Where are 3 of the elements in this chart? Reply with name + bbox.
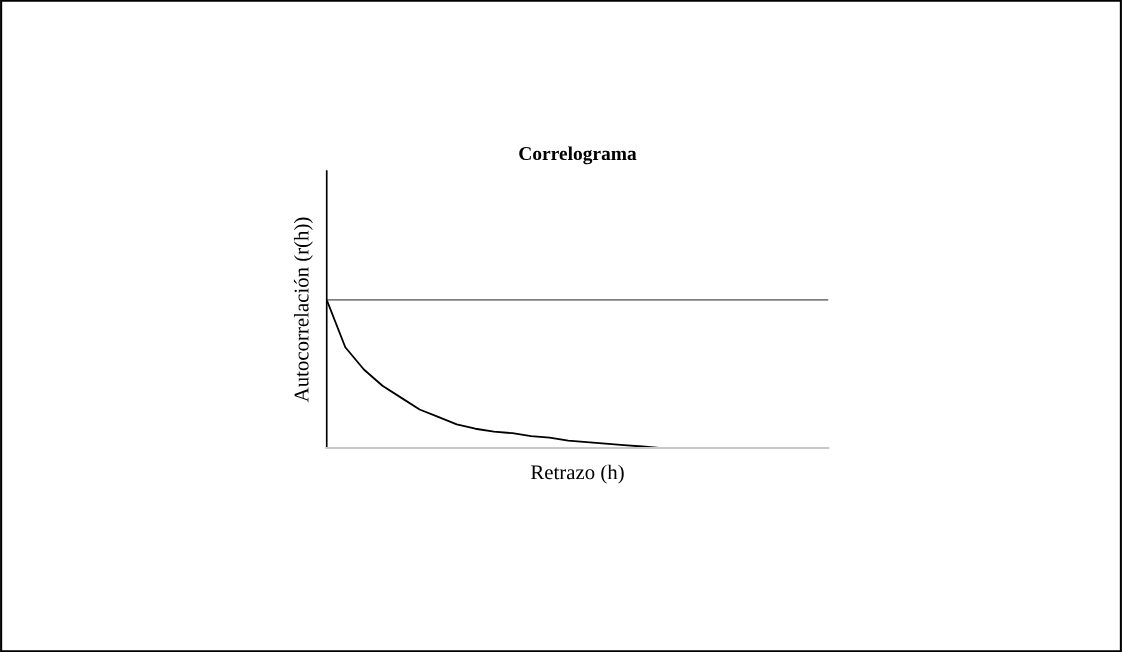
chart-title: Correlograma [519, 146, 637, 165]
x-axis-title: Retrazo (h) [530, 464, 624, 484]
y-axis-title: Autocorrelación (r(h)) [293, 217, 313, 403]
